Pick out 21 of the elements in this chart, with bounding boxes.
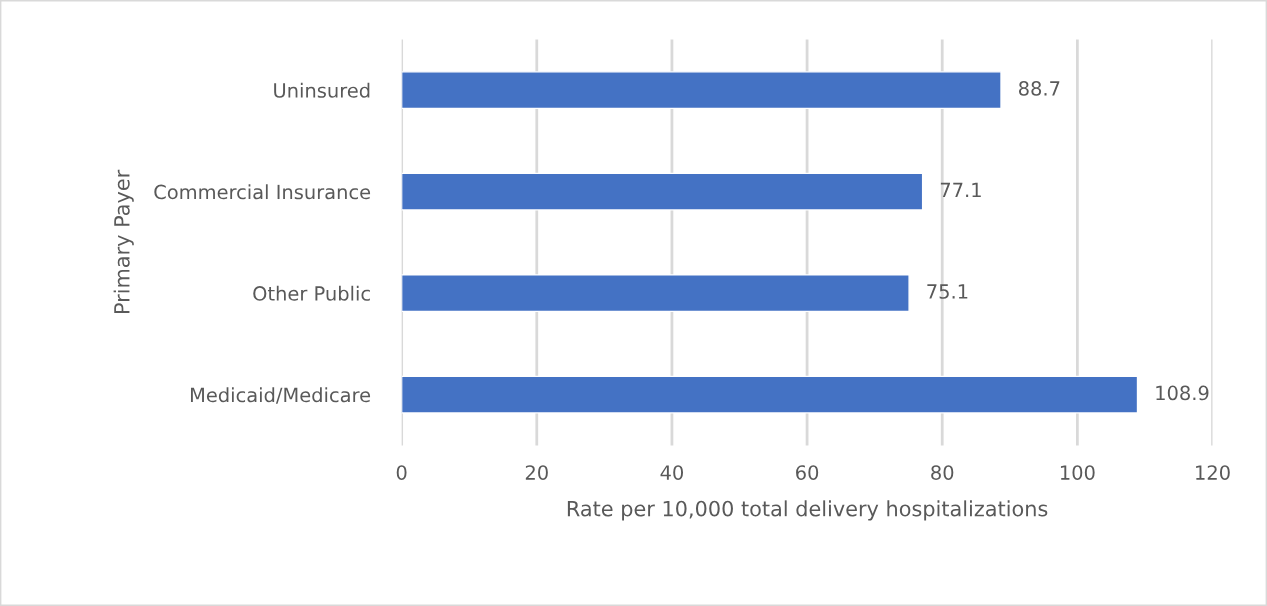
x-tick-label: 120 <box>1196 465 1230 480</box>
y-tick-label: Uninsured <box>274 82 370 98</box>
x-tick-label: 60 <box>796 465 819 480</box>
x-tick-label: 80 <box>931 465 954 480</box>
data-label: 88.7 <box>1019 81 1060 96</box>
y-tick-label: Other Public <box>253 285 370 301</box>
y-tick-label: Medicaid/Medicare <box>190 387 371 404</box>
y-axis-title: Primary Payer <box>113 169 134 313</box>
data-label: 77.1 <box>940 182 981 198</box>
bar <box>401 274 910 313</box>
y-tick-label: Commercial Insurance <box>154 184 371 200</box>
x-tick-label: 20 <box>525 465 548 480</box>
bar <box>401 71 1002 110</box>
data-label: 108.9 <box>1156 385 1209 401</box>
x-axis-title: Rate per 10,000 total delivery hospitalizations <box>567 500 1048 521</box>
x-tick-label: 40 <box>660 465 684 480</box>
bar <box>401 375 1139 414</box>
bar <box>401 172 924 211</box>
data-label: 75.1 <box>927 284 968 299</box>
x-tick-label: 100 <box>1060 465 1095 480</box>
x-tick-label: 0 <box>396 465 407 480</box>
